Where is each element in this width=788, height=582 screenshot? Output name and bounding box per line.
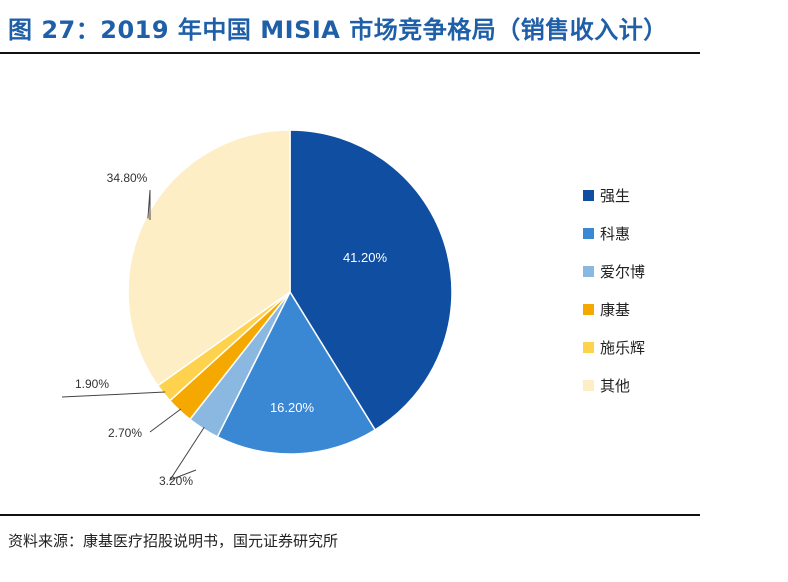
legend-label-5: 施乐辉 xyxy=(600,339,645,357)
bottom-rule xyxy=(0,514,700,516)
leader-line-6 xyxy=(147,189,151,220)
leader-line-4 xyxy=(149,408,182,433)
pie-slice-6 xyxy=(127,129,291,387)
legend-label-6: 其他 xyxy=(600,377,630,395)
legend-label-3: 爱尔博 xyxy=(600,263,645,281)
legend-swatch-6 xyxy=(583,380,594,391)
leader-line-3 xyxy=(168,426,205,482)
legend-label-1: 强生 xyxy=(600,187,630,205)
legend-swatch-4 xyxy=(583,304,594,315)
legend-swatch-1 xyxy=(583,190,594,201)
slice-value-label-5: 1.90% xyxy=(75,377,109,391)
top-rule xyxy=(0,52,700,54)
pie-labels: 41.20% 16.20% 3.20% 2.70% 1.90% 34.80% xyxy=(61,171,388,488)
legend-swatch-3 xyxy=(583,266,594,277)
source-note: 资料来源：康基医疗招股说明书，国元证券研究所 xyxy=(8,532,339,550)
legend-label-4: 康基 xyxy=(600,301,630,319)
pie-slices xyxy=(127,129,453,455)
legend-label-2: 科惠 xyxy=(600,225,630,243)
slice-value-label-3: 3.20% xyxy=(159,474,193,488)
slice-value-label-4: 2.70% xyxy=(108,426,142,440)
slice-value-label-6: 34.80% xyxy=(107,171,148,185)
legend-swatch-5 xyxy=(583,342,594,353)
chart-title: 图 27：2019 年中国 MISIA 市场竞争格局（销售收入计） xyxy=(8,16,668,44)
slice-value-label-1: 41.20% xyxy=(343,250,388,265)
pie-slice-1 xyxy=(289,129,453,431)
slice-value-label-2: 16.20% xyxy=(270,400,315,415)
legend-swatch-2 xyxy=(583,228,594,239)
pie-slice-2 xyxy=(216,290,377,455)
leader-line-5 xyxy=(61,391,166,398)
